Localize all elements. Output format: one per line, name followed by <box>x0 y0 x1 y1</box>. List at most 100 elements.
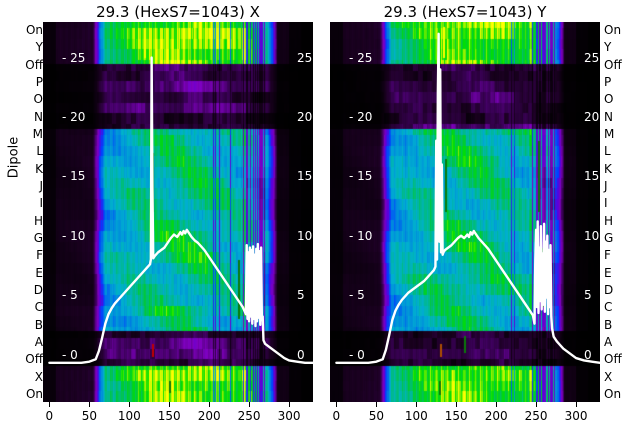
category-label: O <box>33 92 43 107</box>
category-label: Y <box>35 40 43 55</box>
category-label: J <box>39 179 43 193</box>
panel-title-x: 29.3 (HexS7=1043) X <box>96 3 260 21</box>
category-label: I <box>604 196 608 211</box>
category-label: B <box>604 317 613 332</box>
category-label: D <box>604 283 614 297</box>
category-label: Off <box>604 57 622 72</box>
category-label: B <box>34 317 43 332</box>
category-label: P <box>604 75 612 89</box>
category-label: J <box>604 179 608 193</box>
category-label: Off <box>25 352 43 367</box>
category-label: X <box>604 369 613 384</box>
profile-curve-y <box>330 22 600 402</box>
category-label: N <box>604 109 613 124</box>
x-axis-x: 0 50 100 150 200 250 300 <box>43 402 313 438</box>
category-label: On <box>604 387 622 401</box>
x-tick-mark <box>89 402 91 407</box>
x-tick-label: 100 <box>404 409 428 423</box>
category-label: A <box>604 335 613 349</box>
x-tick-label: 300 <box>277 409 301 423</box>
x-tick-mark <box>169 402 171 407</box>
category-axis-right: On Y Off P O N M L K J I H G F E D C B A Off X On <box>604 22 640 402</box>
category-label: P <box>35 75 43 89</box>
x-tick-label: 150 <box>157 409 181 423</box>
inner-tick-label: - 10 <box>349 228 373 243</box>
category-label: K <box>604 161 612 176</box>
category-label: I <box>39 196 43 211</box>
x-tick-mark <box>576 402 578 407</box>
heatmap-panel-y[interactable] <box>330 22 600 402</box>
profile-curve-x <box>43 22 313 402</box>
category-label: X <box>34 369 43 384</box>
category-label: Off <box>604 352 622 367</box>
x-tick-label: 200 <box>197 409 221 423</box>
x-tick-label: 250 <box>524 409 548 423</box>
inner-tick-label-right: 0 <box>297 348 305 361</box>
inner-tick-label: - 20 <box>62 110 86 124</box>
inner-tick-label-right: 5 <box>297 289 305 302</box>
x-tick-label: 50 <box>368 409 384 423</box>
category-label: L <box>36 144 43 159</box>
category-label: L <box>604 144 611 159</box>
profile-path <box>49 58 313 363</box>
inner-tick-label: - 15 <box>349 169 373 184</box>
category-label: Y <box>604 40 612 55</box>
x-tick-mark <box>496 402 498 407</box>
category-label: C <box>34 300 43 315</box>
category-label: On <box>25 387 43 401</box>
x-tick-mark <box>416 402 418 407</box>
inner-tick-label: - 0 <box>349 347 365 362</box>
inner-tick-label: - 15 <box>62 169 86 184</box>
category-label: M <box>604 127 615 141</box>
heatmap-image-x <box>43 22 313 402</box>
category-label: E <box>35 265 43 280</box>
profile-path <box>336 34 600 363</box>
x-tick-mark <box>209 402 211 407</box>
inner-tick-label-right: 20 <box>297 111 313 123</box>
inner-tick-label-right: 5 <box>584 289 592 302</box>
category-axis-left: On Y Off P O N M L K J I H G F E D C B A Off X On <box>3 22 43 402</box>
inner-tick-label: - 5 <box>62 288 78 303</box>
inner-tick-label: - 20 <box>349 110 373 124</box>
category-label: D <box>33 283 43 297</box>
x-tick-mark <box>536 402 538 407</box>
inner-tick-label: - 10 <box>62 228 86 243</box>
x-tick-mark <box>49 402 51 407</box>
inner-tick-label-right: 0 <box>584 348 592 361</box>
x-tick-mark <box>456 402 458 407</box>
category-label: O <box>604 92 614 107</box>
panel-title-y: 29.3 (HexS7=1043) Y <box>383 3 547 21</box>
inner-tick-label-right: 20 <box>584 111 600 123</box>
x-tick-label: 300 <box>564 409 588 423</box>
category-label: C <box>604 300 613 315</box>
category-label: A <box>34 335 43 349</box>
x-tick-mark <box>289 402 291 407</box>
inner-tick-label-right: 10 <box>584 229 600 242</box>
inner-tick-label: - 25 <box>349 50 373 65</box>
x-tick-mark <box>249 402 251 407</box>
inner-tick-label: - 25 <box>62 50 86 65</box>
x-tick-label: 100 <box>117 409 141 423</box>
x-axis-y: 0 50 100 150 200 250 300 <box>330 402 600 438</box>
x-tick-label: 0 <box>332 409 341 423</box>
category-label: N <box>34 109 43 124</box>
category-label: H <box>604 213 614 228</box>
x-tick-label: 150 <box>444 409 468 423</box>
x-tick-label: 50 <box>81 409 97 423</box>
category-label: On <box>604 23 622 37</box>
category-label: On <box>25 23 43 37</box>
category-label: F <box>36 248 43 263</box>
category-label: M <box>32 127 43 141</box>
inner-tick-label-right: 15 <box>584 170 600 183</box>
category-label: Off <box>25 57 43 72</box>
heatmap-panel-x[interactable] <box>43 22 313 402</box>
category-label: H <box>33 213 43 228</box>
category-label: G <box>604 231 614 245</box>
inner-tick-label-right: 25 <box>297 51 313 64</box>
category-label: F <box>604 248 611 263</box>
inner-tick-label: - 0 <box>62 347 78 362</box>
x-tick-mark <box>129 402 131 407</box>
x-tick-label: 250 <box>237 409 261 423</box>
inner-tick-label-right: 10 <box>297 229 313 242</box>
